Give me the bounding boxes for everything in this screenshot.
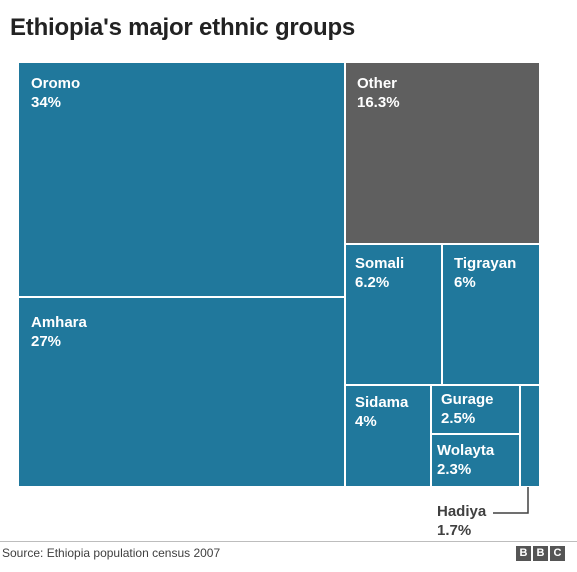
tile-sidama bbox=[344, 384, 432, 488]
tile-somali bbox=[344, 243, 443, 386]
tile-amhara bbox=[17, 296, 346, 488]
bbc-logo: B B C bbox=[516, 546, 565, 561]
tile-name-somali: Somali bbox=[355, 255, 404, 272]
bbc-logo-letter: B bbox=[516, 546, 531, 561]
chart-title: Ethiopia's major ethnic groups bbox=[10, 14, 356, 41]
tile-name-wolayta: Wolayta bbox=[437, 442, 495, 459]
tile-name-tigrayan: Tigrayan bbox=[454, 255, 516, 272]
source-note: Source: Ethiopia population census 2007 bbox=[2, 546, 221, 560]
tile-value-hadiya: 1.7% bbox=[437, 522, 471, 539]
treemap-chart: Oromo 34% Amhara 27% Other 16.3% Somali 6.2% Tig… bbox=[17, 61, 541, 539]
tile-value-gurage: 2.5% bbox=[441, 410, 475, 427]
tile-value-sidama: 4% bbox=[355, 413, 377, 430]
tile-name-amhara: Amhara bbox=[31, 314, 88, 331]
tile-oromo bbox=[17, 61, 346, 298]
footer-divider bbox=[0, 541, 577, 542]
tile-value-somali: 6.2% bbox=[355, 274, 389, 291]
tile-value-oromo: 34% bbox=[31, 94, 61, 111]
tile-name-oromo: Oromo bbox=[31, 75, 80, 92]
tile-value-wolayta: 2.3% bbox=[437, 461, 471, 478]
bbc-logo-letter: C bbox=[550, 546, 565, 561]
tile-name-hadiya: Hadiya bbox=[437, 503, 487, 520]
tile-name-other: Other bbox=[357, 75, 397, 92]
tile-value-tigrayan: 6% bbox=[454, 274, 476, 291]
tile-value-amhara: 27% bbox=[31, 333, 61, 350]
hadiya-leader-line bbox=[493, 487, 529, 514]
tile-other bbox=[344, 61, 541, 245]
tile-value-other: 16.3% bbox=[357, 94, 400, 111]
tile-name-sidama: Sidama bbox=[355, 394, 409, 411]
bbc-logo-letter: B bbox=[533, 546, 548, 561]
tile-name-gurage: Gurage bbox=[441, 391, 494, 408]
tile-hadiya bbox=[519, 384, 541, 488]
